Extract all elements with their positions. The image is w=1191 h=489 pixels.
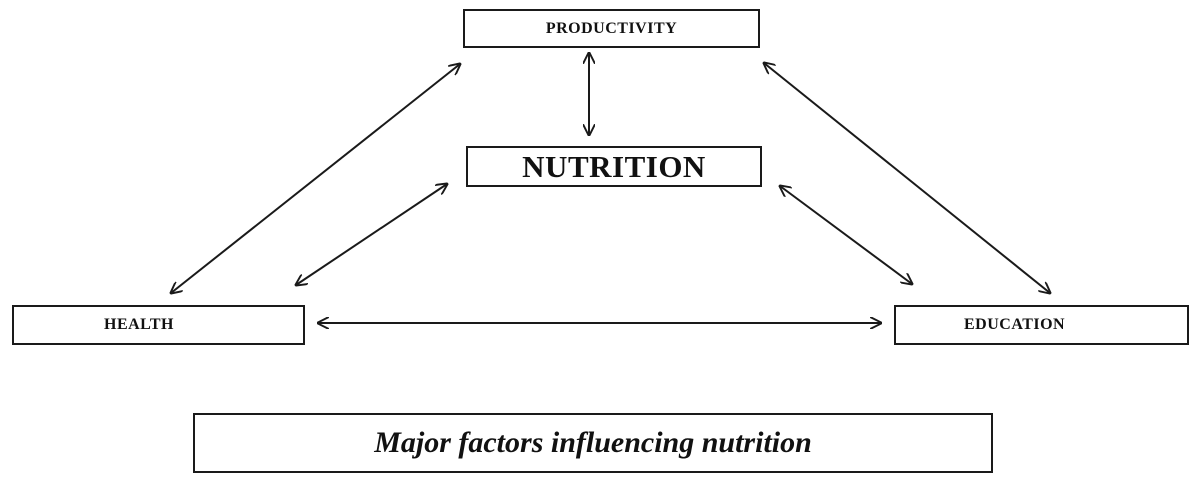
diagram-caption: Major factors influencing nutrition [374, 426, 812, 459]
nutrition-node: NUTRITION [466, 146, 762, 187]
productivity-label: PRODUCTIVITY [545, 19, 678, 37]
arrow-productivity-health [171, 64, 460, 293]
nutrition-label: NUTRITION [522, 148, 706, 184]
arrow-nutrition-education [780, 186, 912, 284]
caption-box: Major factors influencing nutrition [193, 413, 993, 473]
arrow-productivity-education [764, 63, 1050, 293]
education-node: EDUCATION [894, 305, 1189, 345]
health-label: HEALTH [104, 316, 174, 333]
arrow-nutrition-health [296, 184, 447, 285]
health-node: HEALTH [12, 305, 305, 345]
productivity-node: PRODUCTIVITY [463, 9, 760, 48]
education-label: EDUCATION [964, 316, 1066, 333]
